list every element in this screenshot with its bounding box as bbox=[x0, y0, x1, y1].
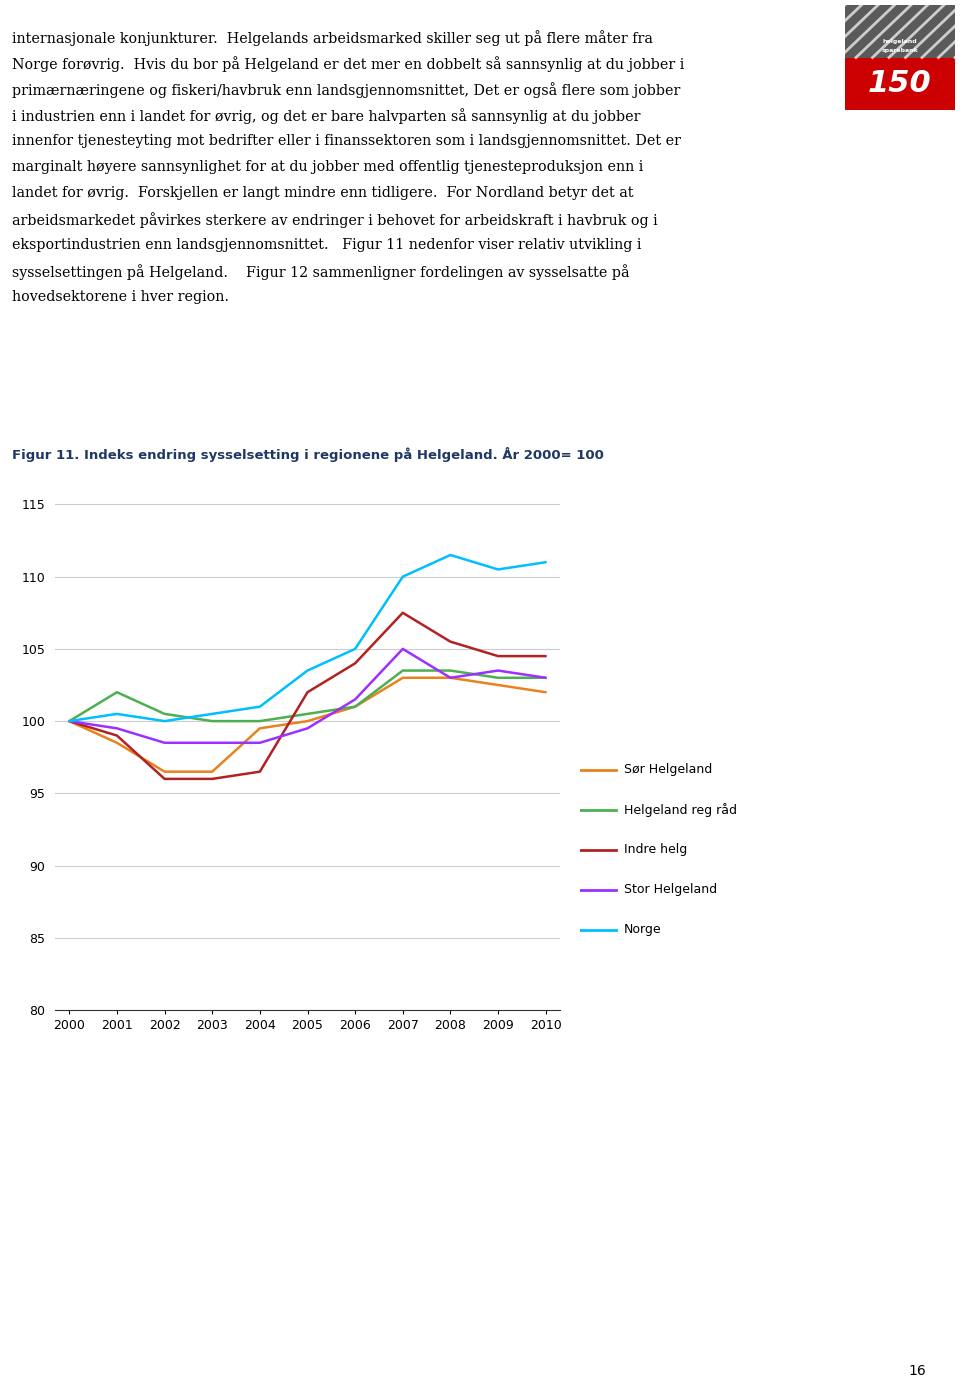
Text: primærnæringene og fiskeri/havbruk enn landsgjennomsnittet, Det er også flere so: primærnæringene og fiskeri/havbruk enn l… bbox=[12, 83, 681, 98]
Bar bbox=[845, 6, 955, 57]
Text: helgeland: helgeland bbox=[882, 39, 918, 45]
Text: landet for øvrig.  Forskjellen er langt mindre enn tidligere.  For Nordland bety: landet for øvrig. Forskjellen er langt m… bbox=[12, 186, 634, 200]
Text: Figur 11. Indeks endring sysselsetting i regionene på Helgeland. År 2000= 100: Figur 11. Indeks endring sysselsetting i… bbox=[12, 446, 604, 462]
Text: Norge: Norge bbox=[624, 923, 661, 936]
Text: Sør Helgeland: Sør Helgeland bbox=[624, 764, 712, 776]
Text: Stor Helgeland: Stor Helgeland bbox=[624, 884, 717, 897]
Bar bbox=[845, 57, 955, 111]
Text: marginalt høyere sannsynlighet for at du jobber med offentlig tjenesteproduksjon: marginalt høyere sannsynlighet for at du… bbox=[12, 159, 643, 173]
Text: 150: 150 bbox=[868, 69, 932, 98]
Text: eksportindustrien enn landsgjennomsnittet.   Figur 11 nedenfor viser relativ utv: eksportindustrien enn landsgjennomsnitte… bbox=[12, 238, 641, 252]
Text: Indre helg: Indre helg bbox=[624, 844, 687, 856]
Text: sysselsettingen på Helgeland.    Figur 12 sammenligner fordelingen av sysselsatt: sysselsettingen på Helgeland. Figur 12 s… bbox=[12, 264, 630, 280]
Text: internasjonale konjunkturer.  Helgelands arbeidsmarked skiller seg ut på flere m: internasjonale konjunkturer. Helgelands … bbox=[12, 29, 653, 46]
Text: innenfor tjenesteyting mot bedrifter eller i finanssektoren som i landsgjennomsn: innenfor tjenesteyting mot bedrifter ell… bbox=[12, 134, 681, 148]
Text: arbeidsmarkedet påvirkes sterkere av endringer i behovet for arbeidskraft i havb: arbeidsmarkedet påvirkes sterkere av end… bbox=[12, 213, 658, 228]
Text: Helgeland reg råd: Helgeland reg råd bbox=[624, 803, 737, 817]
Text: Norge forøvrig.  Hvis du bor på Helgeland er det mer en dobbelt så sannsynlig at: Norge forøvrig. Hvis du bor på Helgeland… bbox=[12, 56, 684, 71]
Text: 16: 16 bbox=[909, 1364, 926, 1378]
Text: hovedsektorene i hver region.: hovedsektorene i hver region. bbox=[12, 290, 229, 304]
Text: i industrien enn i landet for øvrig, og det er bare halvparten så sannsynlig at : i industrien enn i landet for øvrig, og … bbox=[12, 108, 640, 125]
Text: sparebank: sparebank bbox=[881, 48, 919, 53]
